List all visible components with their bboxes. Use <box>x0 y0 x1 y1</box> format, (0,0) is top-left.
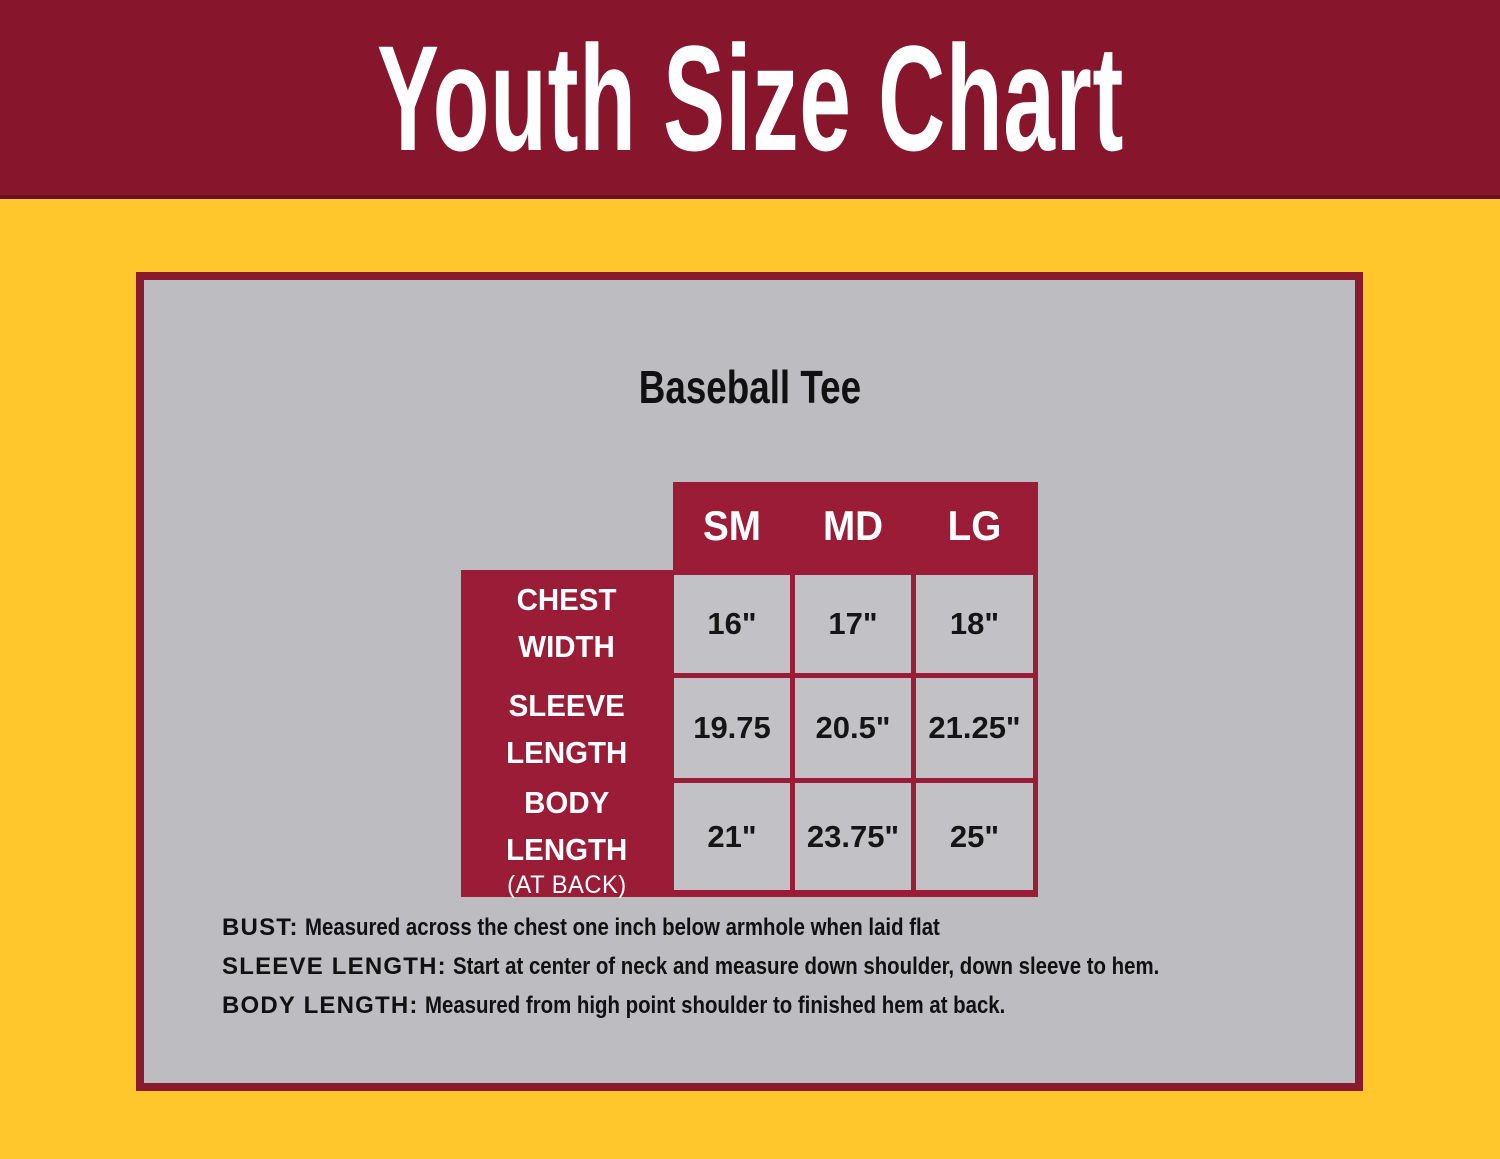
size-column-header-row: SM MD LG <box>673 482 1038 570</box>
note-bust: BUST: Measured across the chest one inch … <box>222 914 1284 953</box>
note-sleeve-length-label: SLEEVE LENGTH: <box>222 953 447 980</box>
row-label-chest-width: CHEST WIDTH <box>461 570 673 676</box>
note-sleeve-length: SLEEVE LENGTH: Start at center of neck an… <box>222 953 1284 992</box>
cell-chest-md: 17" <box>795 575 911 673</box>
cell-chest-lg: 18" <box>916 575 1033 673</box>
note-sleeve-length-text: Start at center of neck and measure down… <box>452 953 1160 980</box>
row-label-sleeve-length: SLEEVE LENGTH <box>461 676 673 781</box>
note-body-length: BODY LENGTH: Measured from high point sho… <box>222 992 1284 1031</box>
note-bust-label: BUST: <box>222 914 299 941</box>
note-bust-text: Measured across the chest one inch below… <box>304 914 940 941</box>
page-title: Youth Size Chart <box>148 23 1353 173</box>
cell-body-lg: 25" <box>916 783 1033 890</box>
measurement-notes: BUST: Measured across the chest one inch … <box>222 914 1284 1031</box>
row-label-chest-width-text: CHEST WIDTH <box>517 582 617 664</box>
column-header-md: MD <box>822 502 884 549</box>
cell-sleeve-md: 20.5" <box>795 678 911 778</box>
note-body-length-text: Measured from high point shoulder to fin… <box>424 992 1005 1019</box>
product-title-text: Baseball Tee <box>638 361 861 413</box>
cell-sleeve-lg: 21.25" <box>916 678 1033 778</box>
product-title: Baseball Tee <box>144 364 1355 410</box>
cell-chest-sm: 16" <box>674 575 790 673</box>
row-label-body-length-sublabel: (AT BACK) <box>507 871 627 899</box>
column-header-sm: SM <box>703 502 761 549</box>
size-chart-panel: Baseball Tee SM MD LG CHEST WIDTH SLEEVE… <box>136 272 1363 1091</box>
cell-body-sm: 21" <box>674 783 790 890</box>
note-body-length-label: BODY LENGTH: <box>222 992 419 1019</box>
measurement-label-column: CHEST WIDTH SLEEVE LENGTH BODY LENGTH (A… <box>461 570 673 899</box>
cell-sleeve-sm: 19.75 <box>674 678 790 778</box>
page-title-text: Youth Size Chart <box>376 13 1124 182</box>
row-label-body-length-text: BODY LENGTH <box>506 785 628 867</box>
header-banner: Youth Size Chart <box>0 0 1500 199</box>
row-label-sleeve-length-text: SLEEVE LENGTH <box>506 687 628 770</box>
column-header-lg: LG <box>947 502 1002 549</box>
size-value-grid: 16" 17" 18" 19.75 20.5" 21.25" 21" 23.75… <box>673 570 1038 897</box>
row-label-body-length: BODY LENGTH (AT BACK) <box>461 781 673 899</box>
cell-body-md: 23.75" <box>795 783 911 890</box>
